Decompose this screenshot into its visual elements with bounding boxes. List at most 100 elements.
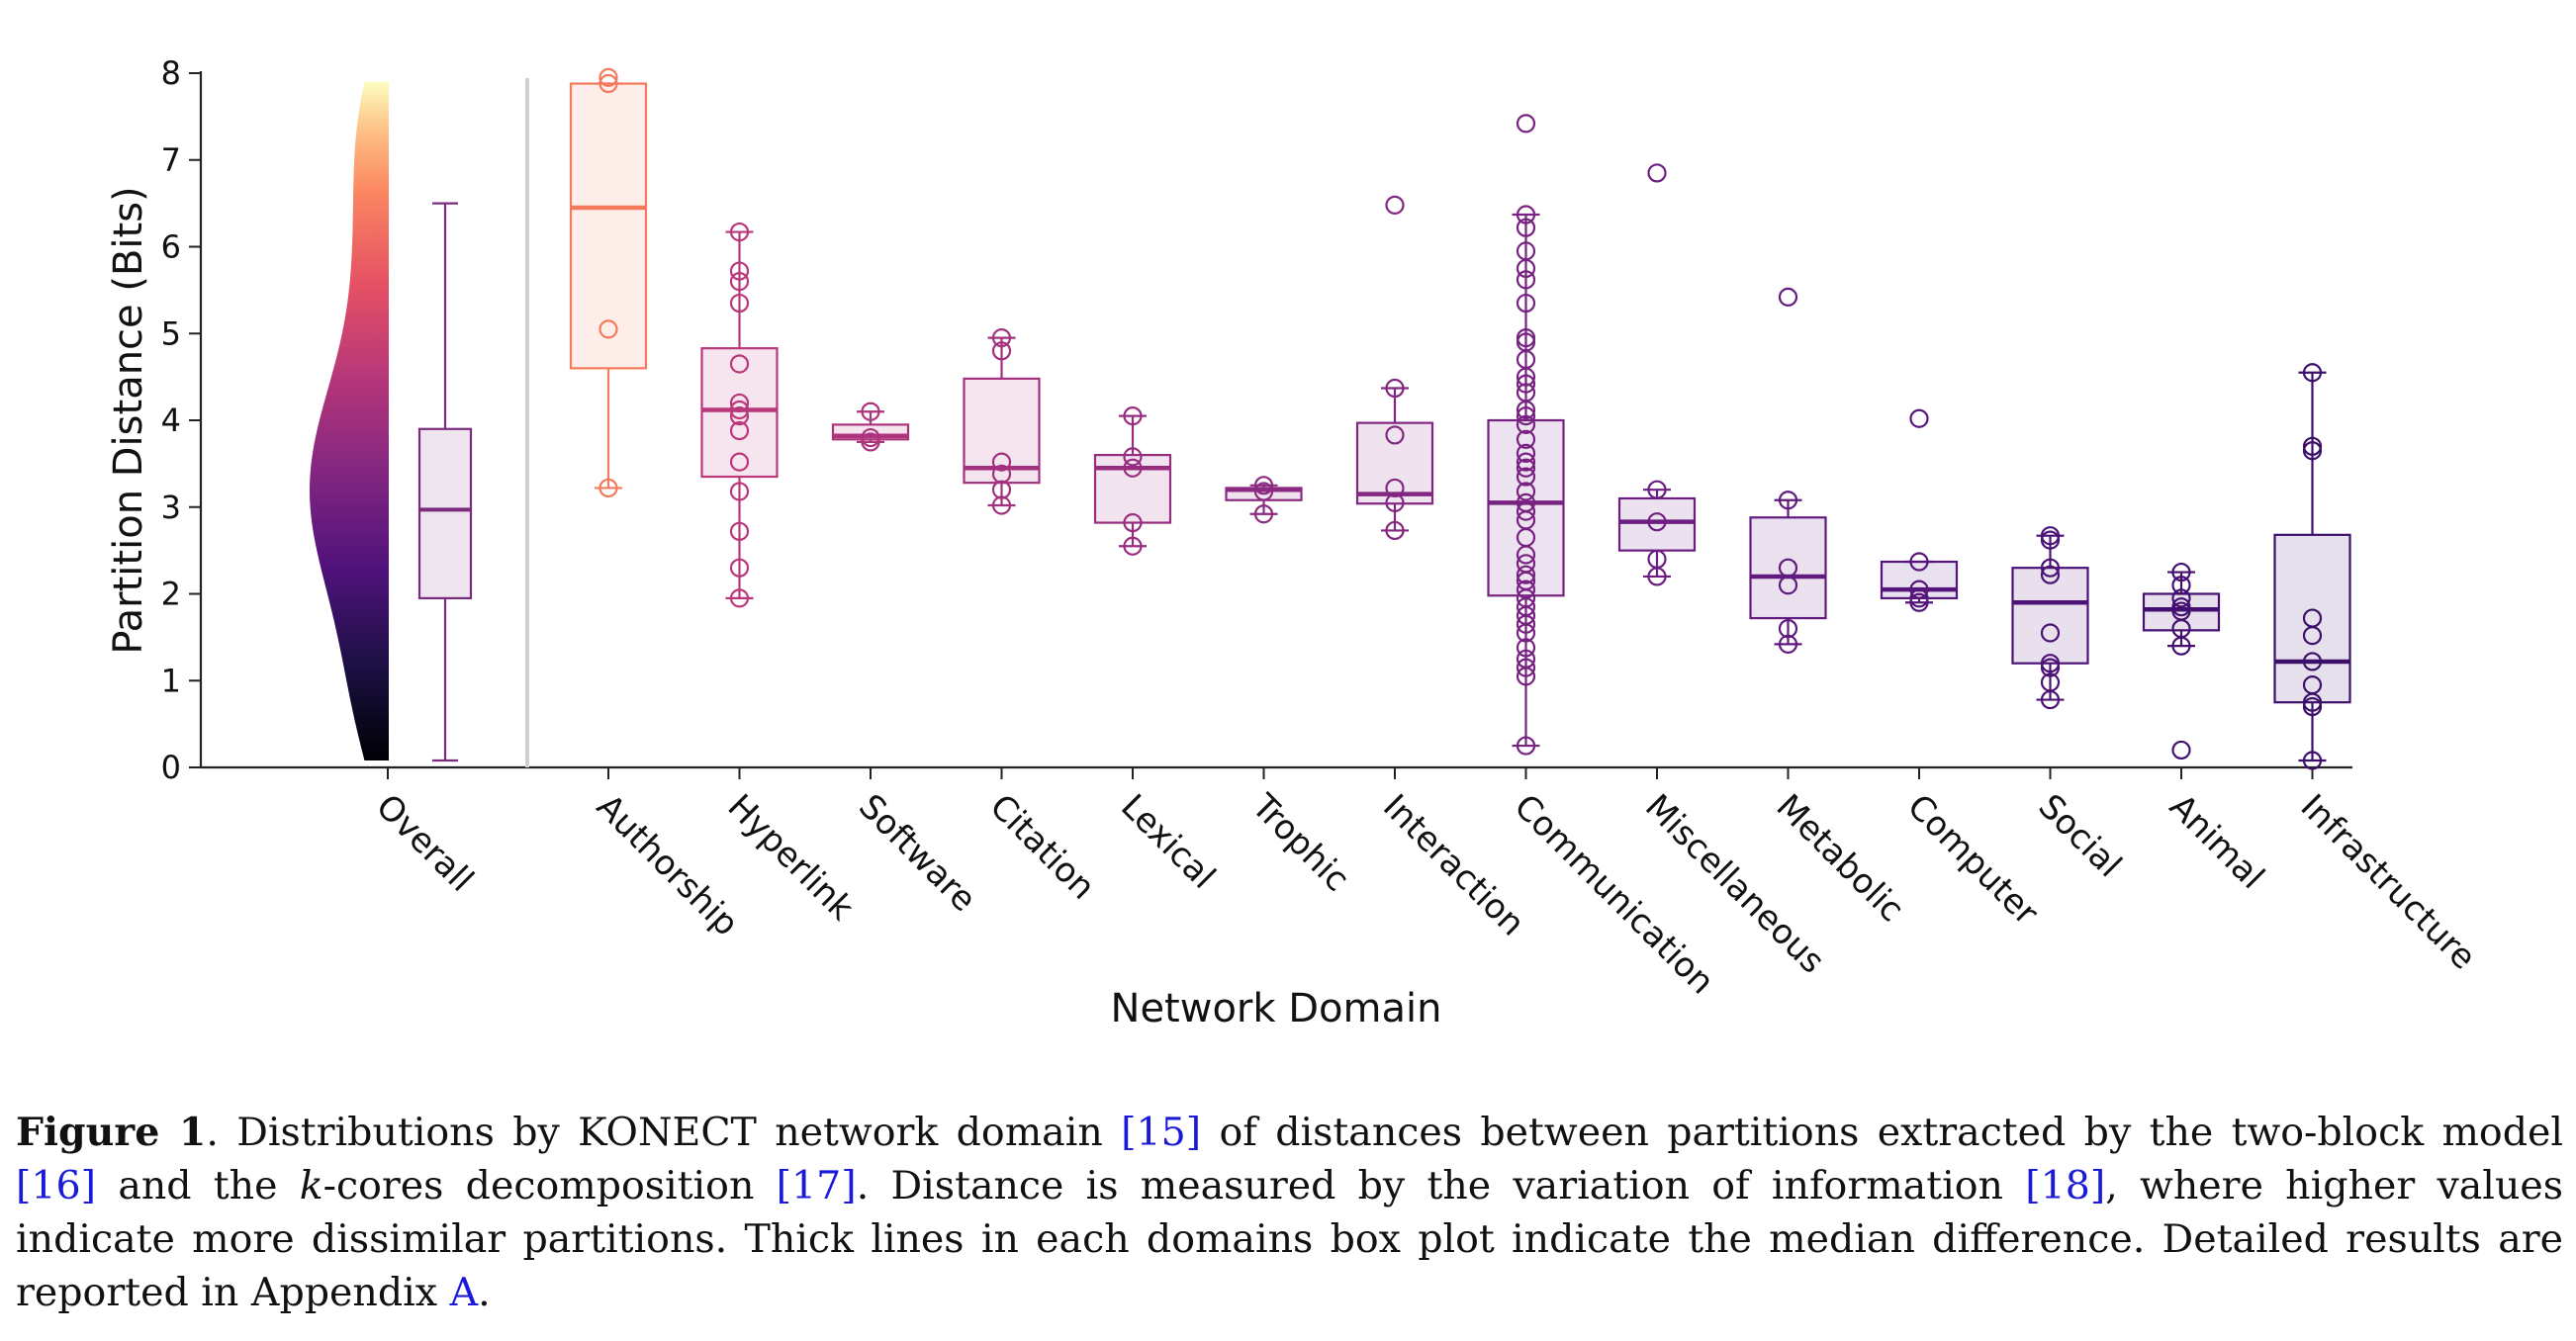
data-point <box>1516 658 1536 677</box>
y-tick-label: 3 <box>161 489 181 526</box>
data-point <box>2040 530 2061 550</box>
data-point <box>598 319 618 339</box>
axis-labels: Overall AuthorshipHyperlinkSoftwareCitati… <box>106 186 2483 1031</box>
data-point <box>598 478 618 498</box>
data-point <box>729 354 750 374</box>
data-point <box>2302 441 2323 461</box>
overall-box <box>417 427 473 599</box>
box-plot-software <box>831 402 910 452</box>
overall-density-violin <box>310 81 389 760</box>
caption-text: . Distributions by KONECT network domain <box>206 1110 1122 1155</box>
iqr-box <box>1487 418 1565 597</box>
caption-italic-k: k <box>299 1163 323 1208</box>
x-tick-label-software: Software <box>851 787 983 920</box>
y-tick-label: 8 <box>161 54 181 92</box>
data-point <box>1516 414 1536 434</box>
data-point <box>1516 458 1536 478</box>
caption-text: , where higher values indicate more diss… <box>16 1163 2564 1315</box>
data-point <box>1516 565 1536 584</box>
data-point <box>1516 218 1536 237</box>
data-point <box>991 480 1012 499</box>
data-point <box>598 67 618 87</box>
data-point <box>1516 545 1536 565</box>
iqr-box <box>1355 421 1434 505</box>
iqr-box <box>1617 496 1697 552</box>
data-point <box>1253 504 1274 524</box>
x-tick-label-social: Social <box>2031 787 2130 886</box>
data-point <box>1516 452 1536 472</box>
data-point <box>1385 425 1405 445</box>
data-point <box>729 452 750 472</box>
appendix-link[interactable]: A <box>449 1270 479 1315</box>
x-tick-label-infrastructure: Infrastructure <box>2293 787 2484 978</box>
caption-text: . Distance is measured by the variation … <box>856 1163 2026 1208</box>
data-point <box>1516 501 1536 521</box>
data-point <box>729 558 750 578</box>
caption-text: and the <box>96 1163 300 1208</box>
data-point <box>1516 443 1536 463</box>
data-point <box>729 222 750 242</box>
x-tick-label-hyperlink: Hyperlink <box>720 787 862 929</box>
data-point <box>1516 467 1536 487</box>
box-plot-authorship <box>569 67 648 498</box>
data-point <box>2171 636 2191 656</box>
caption-text: of distances between partitions extracte… <box>1201 1110 2564 1155</box>
data-point <box>1778 491 1798 510</box>
x-tick-label-trophic: Trophic <box>1243 786 1357 900</box>
data-point <box>2171 588 2191 608</box>
data-point <box>2171 576 2191 595</box>
data-point <box>1909 592 1929 612</box>
data-point <box>2040 658 2061 677</box>
data-point <box>1516 258 1536 279</box>
data-point <box>729 272 750 292</box>
data-point <box>1123 458 1143 478</box>
data-point <box>1647 480 1667 499</box>
data-point <box>2302 696 2323 717</box>
data-point <box>2040 689 2061 710</box>
data-point <box>1647 512 1667 532</box>
data-point <box>991 464 1012 485</box>
box-plot-animal <box>2142 562 2221 760</box>
data-point <box>1516 367 1536 387</box>
data-point <box>1385 478 1405 498</box>
data-point <box>1778 618 1798 639</box>
iqr-box <box>1749 516 1827 620</box>
data-point <box>729 400 750 420</box>
data-point <box>1253 476 1274 495</box>
data-point <box>1516 638 1536 658</box>
data-point <box>1647 567 1667 586</box>
y-tick-label: 6 <box>161 228 181 266</box>
data-point <box>1516 270 1536 290</box>
data-point <box>1516 623 1536 643</box>
x-tick-label-metabolic: Metabolic <box>1769 787 1912 931</box>
box-plot-hyperlink <box>700 222 779 608</box>
data-point <box>1385 492 1405 512</box>
citation-link-18[interactable]: [18] <box>2025 1163 2106 1208</box>
iqr-box <box>1880 560 1959 599</box>
y-axis-title: Partition Distance (Bits) <box>106 186 151 654</box>
data-point <box>1909 552 1929 572</box>
figure-caption: Figure 1. Distributions by KONECT networ… <box>16 1106 2563 1319</box>
x-tick-label-authorship: Authorship <box>589 787 746 944</box>
data-point <box>2171 740 2191 760</box>
data-point <box>1909 408 1929 428</box>
data-point <box>1778 634 1798 654</box>
box-plot-miscellaneous <box>1617 163 1697 586</box>
data-point <box>991 341 1012 361</box>
data-point <box>1123 447 1143 467</box>
axes: 0 1 2 3 4 5 6 7 8 <box>161 54 2352 786</box>
data-point <box>729 406 750 426</box>
data-point <box>1516 114 1536 134</box>
citation-link-15[interactable]: [15] <box>1121 1110 1202 1155</box>
box-plot-lexical <box>1093 406 1172 556</box>
data-point <box>1516 406 1536 426</box>
data-point <box>861 432 880 452</box>
box-plot-interaction <box>1355 195 1434 541</box>
data-point <box>2302 363 2323 383</box>
domain-box-plots <box>569 67 2351 770</box>
citation-link-17[interactable]: [17] <box>776 1163 857 1208</box>
data-point <box>1516 429 1536 449</box>
data-point <box>729 521 750 541</box>
data-point <box>1516 614 1536 634</box>
citation-link-16[interactable]: [16] <box>16 1163 97 1208</box>
